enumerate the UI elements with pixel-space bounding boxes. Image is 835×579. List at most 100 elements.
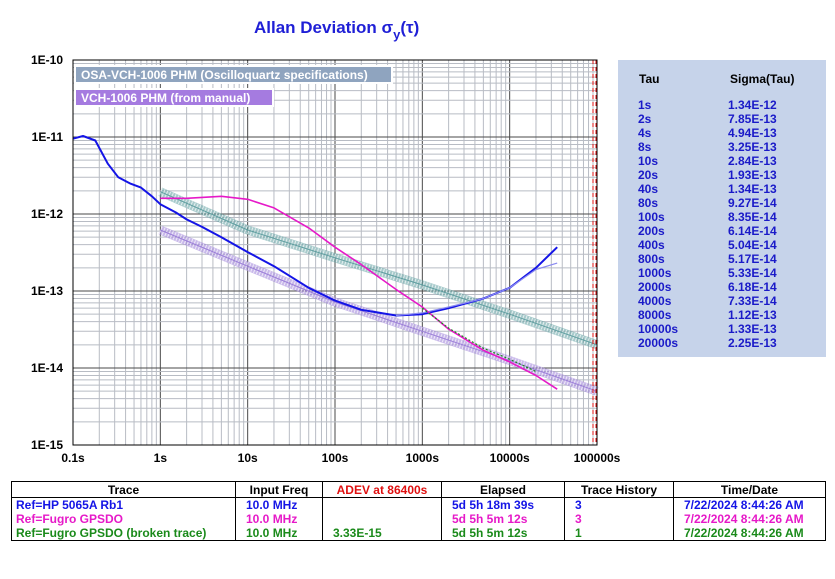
input-freq: 10.0 MHz xyxy=(235,526,323,541)
sigma-value: 4.94E-13 xyxy=(728,126,777,140)
sigma-value: 1.33E-13 xyxy=(728,322,777,336)
tau-value: 1000s xyxy=(638,266,672,280)
time-date: 7/22/2024 8:44:26 AM xyxy=(673,526,826,541)
tau-value: 10s xyxy=(638,154,659,168)
sigma-value: 7.33E-14 xyxy=(728,294,777,308)
tau-table-row: 4s 4.94E-13 xyxy=(618,126,826,140)
sigma-value: 5.17E-14 xyxy=(728,252,777,266)
trace-name: Ref=Fugro GPSDO (broken trace) xyxy=(11,526,236,541)
trace-row: Ref=Fugro GPSDO (broken trace) 10.0 MHz 3.… xyxy=(11,526,826,541)
tau-table-row: 200s 6.14E-14 xyxy=(618,224,826,238)
elapsed: 5d 5h 5m 12s xyxy=(441,512,565,526)
x-tick-label: 10000s xyxy=(490,451,530,465)
trace-col-header: Trace xyxy=(11,481,236,498)
sigma-value: 1.34E-13 xyxy=(728,182,777,196)
tau-table-row: 80s 9.27E-14 xyxy=(618,196,826,210)
input-freq-col-header: Input Freq xyxy=(235,481,323,498)
y-tick-label: 1E-15 xyxy=(31,438,63,452)
tau-table-row: 2s 7.85E-13 xyxy=(618,112,826,126)
tau-value: 8s xyxy=(638,140,652,154)
series-line xyxy=(72,135,558,317)
x-tick-label: 0.1s xyxy=(61,451,85,465)
tau-value: 100s xyxy=(638,210,665,224)
trace-row: Ref=HP 5065A Rb1 10.0 MHz 5d 5h 18m 39s 3 7/… xyxy=(11,497,826,512)
tau-table-row: 1s 1.34E-12 xyxy=(618,98,826,112)
sigma-value: 9.27E-14 xyxy=(728,196,777,210)
grid xyxy=(72,60,597,446)
legend-spec-label: OSA-VCH-1006 PHM (Oscilloquartz specific… xyxy=(81,68,368,82)
sigma-value: 6.14E-14 xyxy=(728,224,777,238)
sigma-value: 7.85E-13 xyxy=(728,112,777,126)
tau-table-row: 10s 2.84E-13 xyxy=(618,154,826,168)
adev-col-header: ADEV at 86400s xyxy=(322,481,442,498)
tau-value: 200s xyxy=(638,224,665,238)
adev-value: 3.33E-15 xyxy=(322,526,442,541)
series-line xyxy=(160,195,558,390)
tau-table-row: 10000s 1.33E-13 xyxy=(618,322,826,336)
elapsed: 5d 5h 18m 39s xyxy=(441,497,565,512)
tau-value: 800s xyxy=(638,252,665,266)
trace-row: Ref=Fugro GPSDO 10.0 MHz 5d 5h 5m 12s 3 7/22… xyxy=(11,512,826,526)
elapsed: 5d 5h 5m 12s xyxy=(441,526,565,541)
x-tick-label: 100000s xyxy=(574,451,621,465)
axis-labels: 0.1s 1s 10s 100s 1000s 10000s 100000s 1E-10 1E-1… xyxy=(31,53,621,465)
tau-table-header: Tau Sigma(Tau) xyxy=(618,72,826,98)
tau-table-row: 20s 1.93E-13 xyxy=(618,168,826,182)
tau-value: 2000s xyxy=(638,280,672,294)
tau-table-row: 800s 5.17E-14 xyxy=(618,252,826,266)
time-date-col-header: Time/Date xyxy=(673,481,826,498)
tau-value: 10000s xyxy=(638,322,679,336)
tau-value: 2s xyxy=(638,112,652,126)
legend: OSA-VCH-1006 PHM (Oscilloquartz specific… xyxy=(74,65,393,107)
legend-spec-swatch xyxy=(74,65,393,84)
sigma-value: 1.34E-12 xyxy=(728,98,777,112)
tau-value: 40s xyxy=(638,182,659,196)
y-tick-label: 1E-14 xyxy=(31,361,63,375)
x-tick-label: 1s xyxy=(154,451,168,465)
x-tick-label: 100s xyxy=(322,451,349,465)
input-freq: 10.0 MHz xyxy=(235,497,323,512)
tau-table-row: 4000s 7.33E-14 xyxy=(618,294,826,308)
tau-sigma-table: Tau Sigma(Tau) 1s 1.34E-12 2s 7.85E-13 4s 4.9… xyxy=(618,60,826,357)
chart-title: Allan Deviation σy(τ) xyxy=(254,18,419,42)
trace-name: Ref=HP 5065A Rb1 xyxy=(11,497,236,512)
sigma-value: 2.84E-13 xyxy=(728,154,777,168)
legend-manual-label: VCH-1006 PHM (from manual) xyxy=(81,91,250,105)
tau-value: 8000s xyxy=(638,308,672,322)
time-date: 7/22/2024 8:44:26 AM xyxy=(673,497,826,512)
sigma-value: 5.04E-14 xyxy=(728,238,777,252)
tau-table-row: 8s 3.25E-13 xyxy=(618,140,826,154)
trace-history: 3 xyxy=(564,512,674,526)
tau-value: 4s xyxy=(638,126,652,140)
trace-history-col-header: Trace History xyxy=(564,481,674,498)
trace-table: Trace Input Freq ADEV at 86400s Elapsed … xyxy=(11,481,826,541)
series-line xyxy=(421,307,537,373)
y-tick-label: 1E-13 xyxy=(31,284,63,298)
adev-value xyxy=(322,497,442,512)
sigma-value: 1.12E-13 xyxy=(728,308,777,322)
sigma-value: 2.25E-13 xyxy=(728,336,777,350)
trace-history: 1 xyxy=(564,526,674,541)
tau-value: 1s xyxy=(638,98,652,112)
legend-manual-swatch xyxy=(74,88,274,107)
tau-table-row: 2000s 6.18E-14 xyxy=(618,280,826,294)
tau-value: 4000s xyxy=(638,294,672,308)
tau-table-row: 8000s 1.12E-13 xyxy=(618,308,826,322)
sigma-value: 3.25E-13 xyxy=(728,140,777,154)
x-tick-label: 10s xyxy=(238,451,258,465)
adev-value xyxy=(322,512,442,526)
trace-history: 3 xyxy=(564,497,674,512)
tau-markers xyxy=(592,60,597,445)
plot-frame xyxy=(72,59,598,446)
sigma-header: Sigma(Tau) xyxy=(730,72,795,86)
tau-value: 20s xyxy=(638,168,659,182)
elapsed-col-header: Elapsed xyxy=(441,481,565,498)
y-tick-label: 1E-10 xyxy=(31,53,63,67)
input-freq: 10.0 MHz xyxy=(235,512,323,526)
sigma-value: 5.33E-14 xyxy=(728,266,777,280)
trace-name: Ref=Fugro GPSDO xyxy=(11,512,236,526)
tau-table-row: 100s 8.35E-14 xyxy=(618,210,826,224)
data-series xyxy=(72,135,558,390)
sigma-value: 1.93E-13 xyxy=(728,168,777,182)
tau-value: 400s xyxy=(638,238,665,252)
